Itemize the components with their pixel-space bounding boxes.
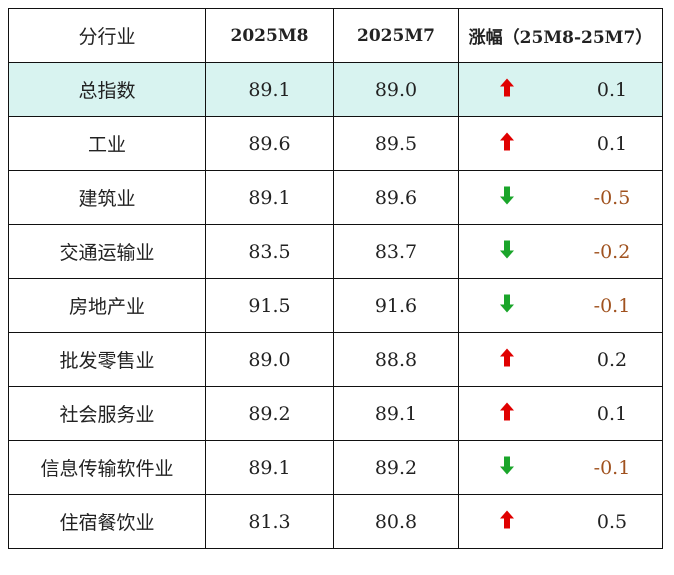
- industry-cell: 交通运输业: [8, 224, 206, 279]
- change-value: 0.1: [596, 78, 628, 101]
- value-cell: 89.6: [333, 170, 459, 225]
- change-cell: 0.1: [458, 116, 663, 171]
- table-row: 批发零售业 89.0 88.8 0.2: [8, 332, 663, 387]
- change-cell: 0.1: [458, 62, 663, 117]
- change-value: 0.2: [596, 348, 628, 371]
- header-cell: 2025M7: [333, 8, 459, 63]
- up-arrow: [499, 131, 515, 156]
- change-cell: 0.5: [458, 494, 663, 549]
- industry-cell: 社会服务业: [8, 386, 206, 441]
- table-body: 总指数 89.1 89.0 0.1 工业 89.6 89.5 0.1 建筑业 89.1 89.6 -0…: [8, 62, 663, 549]
- value-cell: 89.0: [205, 332, 334, 387]
- up-arrow: [499, 509, 515, 534]
- up-arrow: [499, 347, 515, 372]
- header-row: 分行业 2025M8 2025M7 涨幅（25M8-25M7）: [8, 8, 663, 63]
- industry-cell: 批发零售业: [8, 332, 206, 387]
- change-value: 0.5: [596, 510, 628, 533]
- value-cell: 91.5: [205, 278, 334, 333]
- down-arrow: [499, 239, 515, 264]
- value-cell: 91.6: [333, 278, 459, 333]
- change-cell: -0.2: [458, 224, 663, 279]
- down-arrow: [499, 185, 515, 210]
- value-cell: 89.1: [205, 62, 334, 117]
- value-cell: 89.0: [333, 62, 459, 117]
- value-cell: 89.1: [333, 386, 459, 441]
- value-cell: 89.6: [205, 116, 334, 171]
- header-cell: 涨幅（25M8-25M7）: [458, 8, 663, 63]
- table-row: 建筑业 89.1 89.6 -0.5: [8, 170, 663, 225]
- value-cell: 83.7: [333, 224, 459, 279]
- down-arrow: [499, 455, 515, 480]
- change-value: -0.2: [593, 240, 631, 263]
- value-cell: 89.2: [205, 386, 334, 441]
- header-cell: 2025M8: [205, 8, 334, 63]
- industry-cell: 工业: [8, 116, 206, 171]
- up-arrow: [499, 401, 515, 426]
- change-cell: -0.1: [458, 278, 663, 333]
- change-value: -0.5: [593, 186, 631, 209]
- down-arrow: [499, 293, 515, 318]
- industry-cell: 信息传输软件业: [8, 440, 206, 495]
- table-row: 工业 89.6 89.5 0.1: [8, 116, 663, 171]
- change-cell: -0.5: [458, 170, 663, 225]
- value-cell: 81.3: [205, 494, 334, 549]
- change-value: 0.1: [596, 132, 628, 155]
- up-arrow: [499, 77, 515, 102]
- change-value: -0.1: [593, 456, 631, 479]
- table-row: 社会服务业 89.2 89.1 0.1: [8, 386, 663, 441]
- table-row: 房地产业 91.5 91.6 -0.1: [8, 278, 663, 333]
- value-cell: 80.8: [333, 494, 459, 549]
- table-row: 信息传输软件业 89.1 89.2 -0.1: [8, 440, 663, 495]
- value-cell: 89.5: [333, 116, 459, 171]
- change-value: -0.1: [593, 294, 631, 317]
- industry-cell: 住宿餐饮业: [8, 494, 206, 549]
- industry-cell: 建筑业: [8, 170, 206, 225]
- value-cell: 89.2: [333, 440, 459, 495]
- table-row: 总指数 89.1 89.0 0.1: [8, 62, 663, 117]
- industry-cell: 房地产业: [8, 278, 206, 333]
- change-cell: -0.1: [458, 440, 663, 495]
- value-cell: 89.1: [205, 440, 334, 495]
- table-row: 住宿餐饮业 81.3 80.8 0.5: [8, 494, 663, 549]
- change-cell: 0.1: [458, 386, 663, 441]
- table-row: 交通运输业 83.5 83.7 -0.2: [8, 224, 663, 279]
- value-cell: 88.8: [333, 332, 459, 387]
- value-cell: 89.1: [205, 170, 334, 225]
- industry-cell: 总指数: [8, 62, 206, 117]
- value-cell: 83.5: [205, 224, 334, 279]
- change-cell: 0.2: [458, 332, 663, 387]
- data-table: 分行业 2025M8 2025M7 涨幅（25M8-25M7） 总指数 89.1 89.0…: [8, 8, 663, 549]
- header-cell: 分行业: [8, 8, 206, 63]
- change-value: 0.1: [596, 402, 628, 425]
